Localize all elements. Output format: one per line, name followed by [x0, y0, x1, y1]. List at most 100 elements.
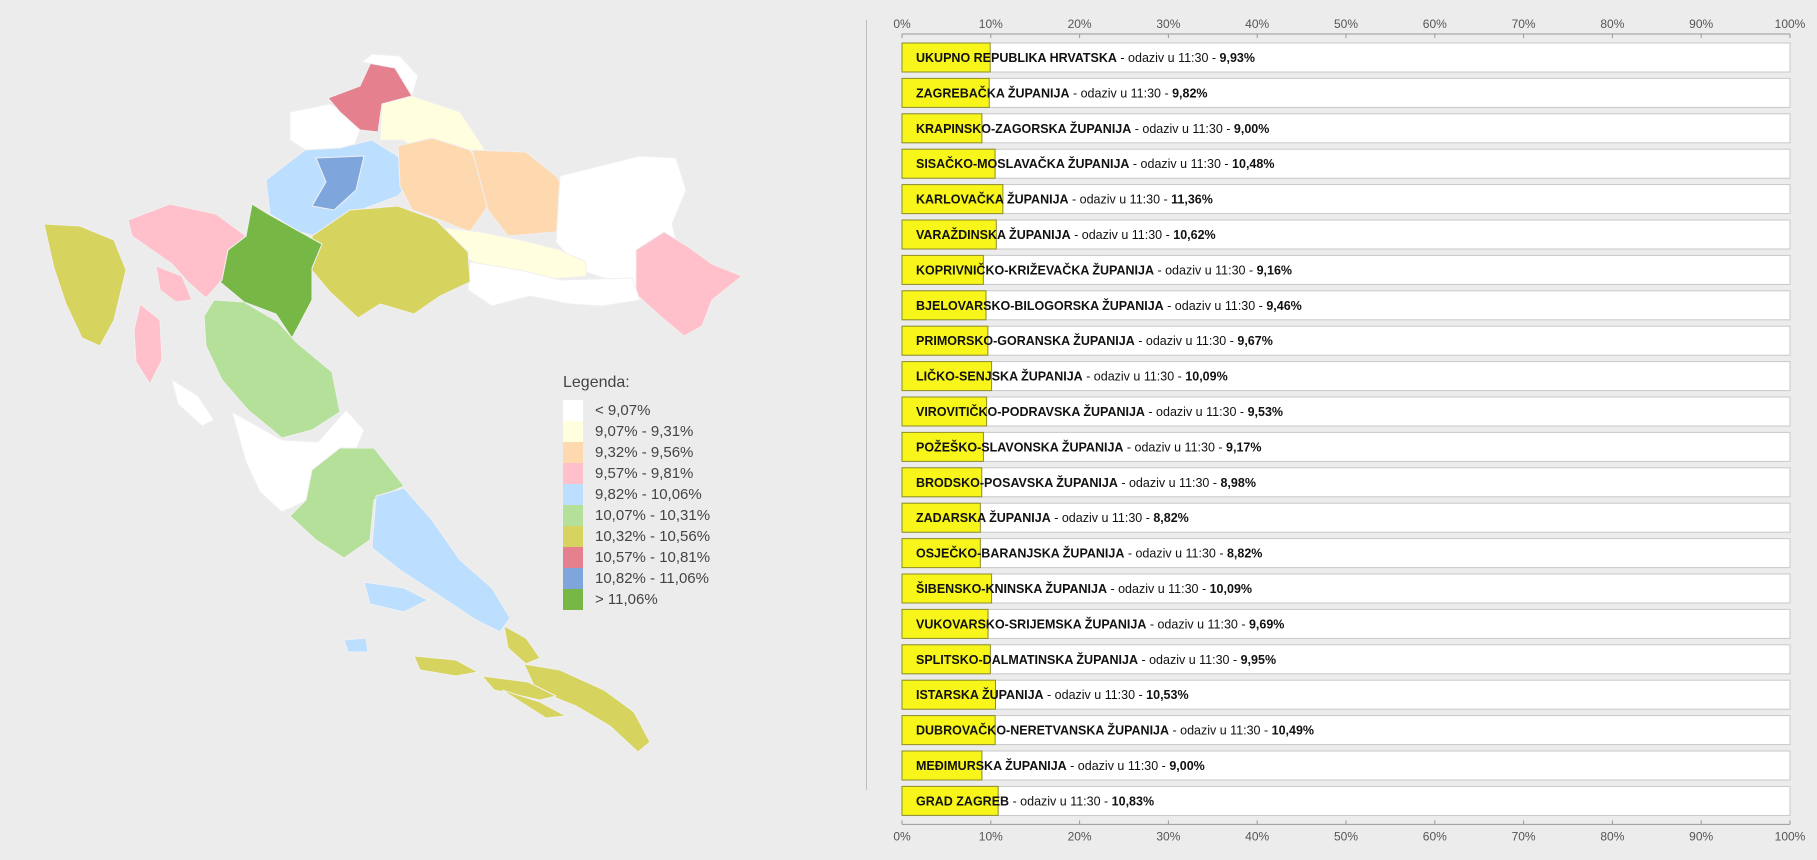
x-tick-label-bottom: 40% — [1245, 829, 1269, 843]
bar — [901, 184, 1004, 215]
legend-item: 9,32% - 9,56% — [563, 442, 710, 463]
bar-label: BJELOVARSKO-BILOGORSKA ŽUPANIJA - odaziv… — [916, 298, 1302, 313]
bar-track — [901, 219, 1791, 250]
legend-swatch — [563, 442, 583, 463]
bar — [901, 679, 997, 710]
bar-label: MEĐIMURSKA ŽUPANIJA - odaziv u 11:30 - 9… — [916, 758, 1205, 773]
bar-track — [901, 467, 1791, 498]
bar — [901, 325, 989, 356]
legend-item: 10,32% - 10,56% — [563, 526, 710, 547]
map-region-pink-east — [635, 231, 743, 337]
legend-label: 10,57% - 10,81% — [595, 549, 711, 566]
x-tick-label-bottom: 80% — [1600, 829, 1624, 843]
map-region-olive-dubrovnik — [503, 625, 541, 665]
bar-label: VIROVITIČKO-PODRAVSKA ŽUPANIJA - odaziv … — [916, 404, 1283, 419]
legend-label: 10,32% - 10,56% — [595, 528, 711, 545]
map-region-white-top — [360, 53, 419, 98]
bar-label: VARAŽDINSKA ŽUPANIJA - odaziv u 11:30 - … — [916, 227, 1216, 242]
bar-label: POŽEŠKO-SLAVONSKA ŽUPANIJA - odaziv u 11… — [916, 439, 1261, 454]
bar — [901, 42, 991, 73]
bar — [901, 361, 993, 392]
x-tick-label-bottom: 20% — [1068, 829, 1092, 843]
x-tick-label-top: 0% — [893, 17, 911, 31]
bar-label: ZADARSKA ŽUPANIJA - odaziv u 11:30 - 8,8… — [916, 510, 1189, 525]
bar — [901, 113, 983, 144]
map-region-olive-coast — [523, 663, 651, 753]
legend-label: 9,07% - 9,31% — [595, 423, 694, 440]
legend-rows: < 9,07% 9,07% - 9,31% 9,32% - 9,56% 9,57% -… — [563, 400, 710, 610]
x-tick-label-top: 10% — [979, 17, 1003, 31]
bar — [901, 750, 983, 781]
bar-label: SISAČKO-MOSLAVAČKA ŽUPANIJA - odaziv u 1… — [916, 156, 1274, 171]
map-region-peach-1 — [397, 137, 493, 233]
bar-track — [901, 396, 1791, 427]
legend-item: 10,07% - 10,31% — [563, 505, 710, 526]
bar — [901, 644, 991, 675]
legend-swatch — [563, 526, 583, 547]
panel-divider — [866, 20, 867, 790]
bar-track — [901, 608, 1791, 639]
bar-track — [901, 715, 1791, 746]
legend-item: 9,07% - 9,31% — [563, 421, 710, 442]
map-region-white-mid — [467, 261, 641, 307]
bar-label: VUKOVARSKO-SRIJEMSKA ŽUPANIJA - odaziv u… — [916, 616, 1284, 631]
bar-label: ŠIBENSKO-KNINSKA ŽUPANIJA - odaziv u 11:… — [916, 581, 1252, 596]
bar-track — [901, 290, 1791, 321]
legend-swatch — [563, 400, 583, 421]
legend-item: < 9,07% — [563, 400, 710, 421]
bar-label: GRAD ZAGREB - odaziv u 11:30 - 10,83% — [916, 794, 1154, 808]
legend-title: Legenda: — [563, 374, 630, 391]
legend-swatch — [563, 505, 583, 526]
map-legend: Legenda: < 9,07% 9,07% - 9,31% 9,32% - 9,5… — [563, 374, 710, 610]
map-region-olive-sisak — [309, 205, 471, 319]
x-tick-label-bottom: 90% — [1689, 829, 1713, 843]
bar-track — [901, 42, 1791, 73]
legend-swatch — [563, 568, 583, 589]
croatia-county-map — [43, 53, 743, 753]
bar-label: KOPRIVNIČKO-KRIŽEVAČKA ŽUPANIJA - odaziv… — [916, 262, 1292, 277]
bar-track — [901, 254, 1791, 285]
bar — [901, 573, 993, 604]
legend-item: 9,57% - 9,81% — [563, 463, 710, 484]
x-tick-label-bottom: 50% — [1334, 829, 1358, 843]
bar — [901, 77, 990, 108]
legend-label: 10,82% - 11,06% — [595, 570, 709, 587]
bar — [901, 715, 996, 746]
bar-label: BRODSKO-POSAVSKA ŽUPANIJA - odaziv u 11:… — [916, 475, 1256, 490]
bar-track — [901, 325, 1791, 356]
map-region-darkblue — [311, 155, 365, 211]
legend-swatch — [563, 547, 583, 568]
bar-label: KRAPINSKO-ZAGORSKA ŽUPANIJA - odaziv u 1… — [916, 121, 1269, 136]
map-region-blue-islands — [363, 581, 430, 613]
bar-label: DUBROVAČKO-NERETVANSKA ŽUPANIJA - odaziv… — [916, 723, 1314, 738]
bar-track — [901, 644, 1791, 675]
map-region-pink-islet — [155, 265, 193, 303]
bar-track — [901, 785, 1791, 816]
legend-swatch — [563, 421, 583, 442]
bar-track — [901, 750, 1791, 781]
bar — [901, 254, 984, 285]
map-panel: Legenda: < 9,07% 9,07% - 9,31% 9,32% - 9,5… — [0, 0, 866, 860]
x-tick-label-top: 70% — [1512, 17, 1536, 31]
x-tick-label-bottom: 60% — [1423, 829, 1447, 843]
x-tick-label-top: 50% — [1334, 17, 1358, 31]
legend-item: 10,57% - 10,81% — [563, 547, 710, 568]
bar-track — [901, 502, 1791, 533]
map-region-pink-west — [127, 203, 247, 299]
bar-label: LIČKO-SENJSKA ŽUPANIJA - odaziv u 11:30 … — [916, 369, 1228, 384]
bar-track — [901, 538, 1791, 569]
legend-swatch — [563, 463, 583, 484]
bar-track — [901, 77, 1791, 108]
bar-label: ZAGREBAČKA ŽUPANIJA - odaziv u 11:30 - 9… — [916, 85, 1208, 100]
map-region-olive-islet-2 — [501, 689, 568, 719]
map-region-blue-split — [371, 487, 511, 633]
bar-track — [901, 361, 1791, 392]
bar-track — [901, 679, 1791, 710]
bar-label: KARLOVAČKA ŽUPANIJA - odaziv u 11:30 - 1… — [916, 192, 1213, 207]
x-tick-label-bottom: 70% — [1512, 829, 1536, 843]
legend-item: > 11,06% — [563, 589, 710, 610]
legend-item: 10,82% - 11,06% — [563, 568, 710, 589]
bar-track — [901, 573, 1791, 604]
bar-label: ISTARSKA ŽUPANIJA - odaziv u 11:30 - 10,… — [916, 687, 1189, 702]
